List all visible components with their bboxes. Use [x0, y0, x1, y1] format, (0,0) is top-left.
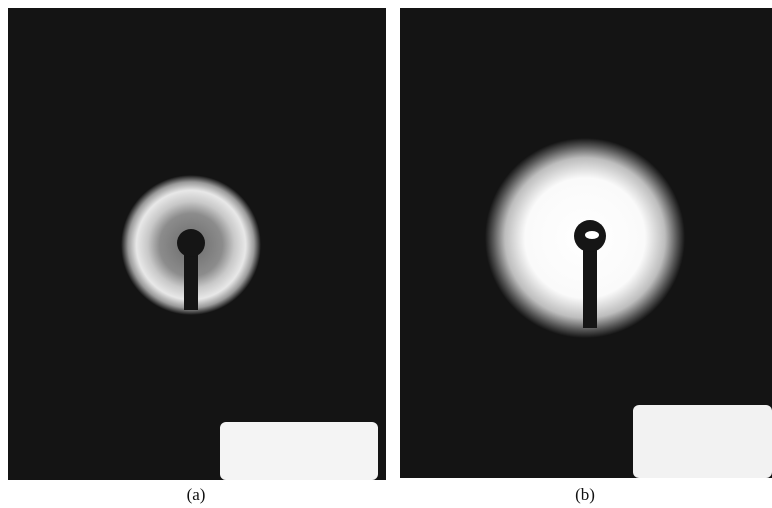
beam-spot: [585, 231, 599, 239]
panel-label: (b): [575, 485, 595, 504]
panel-b: (b): [400, 8, 772, 504]
label-patch: [633, 405, 772, 478]
label-patch: [220, 422, 378, 480]
panel-a: (a): [8, 8, 386, 504]
figure: (a) (b): [0, 0, 772, 508]
beam-stop: [177, 229, 205, 257]
panel-label: (a): [187, 485, 206, 504]
